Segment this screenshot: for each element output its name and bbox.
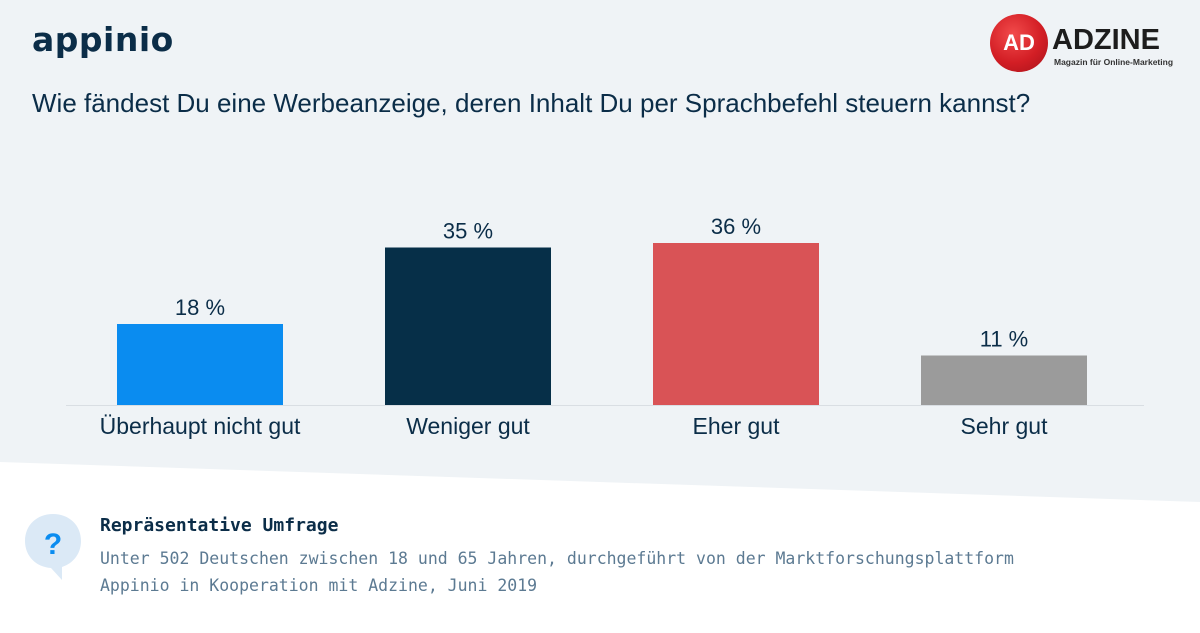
- svg-text:?: ?: [44, 528, 62, 561]
- value-label-2: 35 %: [443, 219, 493, 244]
- bar-3: [653, 243, 819, 405]
- footer-title: Repräsentative Umfrage: [100, 515, 339, 536]
- question-icon: ?: [25, 514, 81, 580]
- bar-1: [117, 324, 283, 405]
- value-label-1: 18 %: [175, 295, 225, 320]
- value-label-3: 36 %: [711, 214, 761, 239]
- footer-line-2: Appinio in Kooperation mit Adzine, Juni …: [100, 576, 538, 595]
- bar-2: [385, 247, 551, 405]
- footer-line-1: Unter 502 Deutschen zwischen 18 und 65 J…: [100, 549, 1014, 568]
- category-label-3: Eher gut: [693, 413, 781, 439]
- footer-description: Unter 502 Deutschen zwischen 18 und 65 J…: [100, 545, 1180, 599]
- survey-question: Wie fändest Du eine Werbeanzeige, deren …: [32, 88, 1031, 118]
- value-label-4: 11 %: [980, 327, 1029, 352]
- adzine-mark: AD: [990, 14, 1048, 72]
- appinio-logo: appinio: [32, 20, 174, 59]
- category-label-2: Weniger gut: [406, 413, 530, 439]
- category-label-1: Überhaupt nicht gut: [100, 413, 301, 439]
- bar-4: [921, 355, 1087, 405]
- adzine-wordmark: ADZINE: [1052, 24, 1160, 56]
- adzine-tagline: Magazin für Online-Marketing: [1054, 57, 1174, 67]
- category-label-4: Sehr gut: [961, 413, 1049, 439]
- adzine-logo: AD ADZINE Magazin für Online-Marketing: [990, 14, 1180, 74]
